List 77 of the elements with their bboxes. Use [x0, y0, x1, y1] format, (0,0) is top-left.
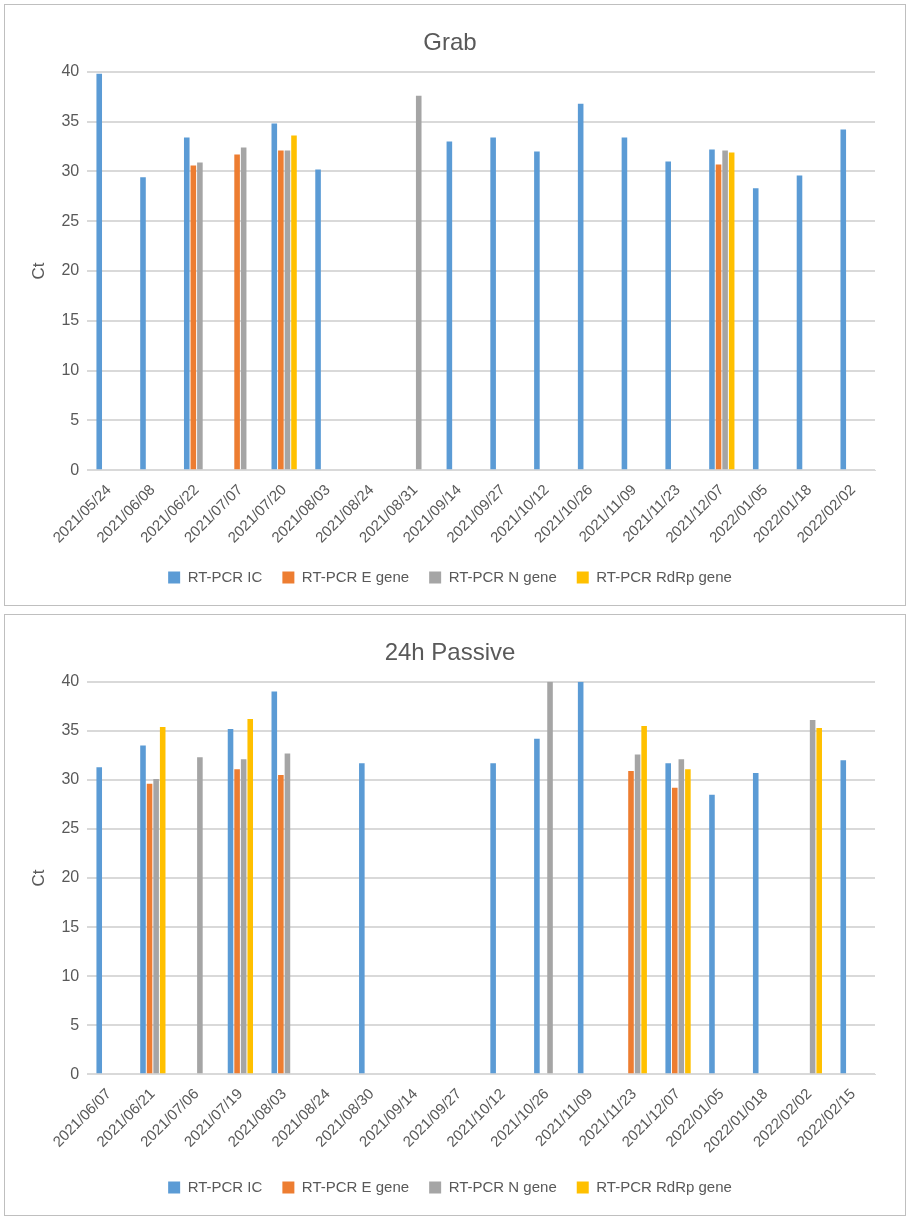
bar [284, 150, 291, 470]
legend-label: RT-PCR IC [187, 1177, 263, 1195]
legend-label: RT-PCR RdRp gene [596, 567, 732, 585]
bar [634, 754, 641, 1074]
bar [490, 137, 496, 470]
bar [534, 738, 540, 1074]
y-tick-label: 0 [70, 460, 80, 478]
bar [641, 725, 647, 1074]
bar [140, 745, 146, 1074]
bar [278, 150, 284, 470]
y-tick-label: 10 [61, 361, 80, 378]
y-tick-label: 20 [61, 261, 80, 279]
bar [665, 763, 671, 1074]
y-tick-label: 35 [61, 112, 80, 129]
legend-label: RT-PCR RdRp gene [596, 1177, 732, 1195]
bar [197, 757, 203, 1074]
bar [671, 787, 678, 1074]
bar [840, 760, 847, 1074]
legend-label: RT-PCR N gene [448, 567, 557, 585]
bar [96, 73, 103, 470]
y-tick-label: 0 [70, 1064, 80, 1082]
bar [628, 771, 634, 1074]
y-tick-label: 40 [61, 62, 80, 80]
bar [284, 753, 291, 1074]
bar [278, 775, 284, 1074]
y-tick-label: 5 [70, 410, 80, 428]
chart-title: Grab [423, 28, 477, 56]
bar [183, 137, 190, 470]
bar [153, 778, 159, 1074]
legend-label: RT-PCR IC [187, 567, 263, 585]
y-tick-label: 10 [61, 966, 80, 984]
bar [665, 161, 671, 470]
bar [240, 759, 247, 1074]
y-tick-label: 40 [61, 672, 80, 690]
bar [534, 151, 540, 470]
bar [547, 681, 553, 1074]
y-tick-label: 25 [61, 211, 80, 229]
bar [840, 129, 847, 470]
bar [247, 719, 254, 1074]
bar [796, 175, 803, 470]
legend-label: RT-PCR E gene [301, 1177, 410, 1195]
legend-label: RT-PCR E gene [301, 567, 410, 585]
legend-label: RT-PCR N gene [448, 1177, 557, 1195]
bar [685, 769, 691, 1074]
bar [315, 169, 321, 470]
bar [234, 769, 240, 1074]
bar [240, 147, 247, 470]
bar [359, 763, 365, 1074]
y-tick-label: 30 [61, 770, 80, 788]
bar [709, 149, 715, 470]
bar [678, 759, 685, 1074]
bar [722, 150, 728, 470]
bar [415, 95, 422, 470]
bar [728, 152, 735, 470]
bar [490, 763, 496, 1074]
bar [809, 720, 816, 1074]
y-tick-label: 5 [70, 1015, 80, 1033]
y-tick-label: 30 [61, 161, 80, 179]
bar [709, 794, 715, 1074]
bar [752, 188, 759, 470]
bar [291, 135, 297, 470]
y-tick-label: 25 [61, 819, 80, 837]
y-tick-label: 15 [61, 311, 80, 329]
bar [140, 177, 146, 470]
bar [752, 773, 759, 1074]
bar [96, 767, 103, 1074]
y-axis-title: Ct [28, 262, 48, 280]
bar [715, 164, 722, 470]
bar [816, 727, 822, 1074]
y-tick-label: 15 [61, 917, 80, 935]
bar [234, 154, 240, 470]
bar [190, 165, 197, 470]
bar [197, 162, 203, 470]
y-tick-label: 20 [61, 868, 80, 886]
chart-title: 24h Passive [384, 638, 516, 666]
y-axis-title: Ct [28, 869, 48, 887]
y-tick-label: 35 [61, 721, 80, 739]
